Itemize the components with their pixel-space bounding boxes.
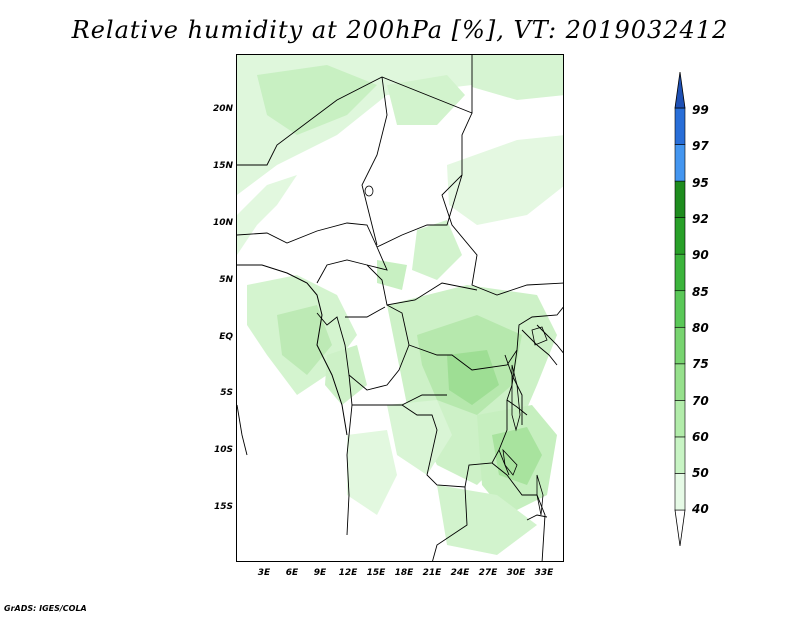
colorbar-segment-90: [674, 217, 686, 255]
lat-label-15n: 15N: [212, 161, 233, 171]
lon-label-3e: 3E: [257, 568, 271, 578]
lat-label-5n: 5N: [219, 275, 233, 285]
colorbar-segment-75: [674, 326, 686, 365]
lat-label-10s: 10S: [213, 445, 233, 455]
colorbar-segment-85: [674, 253, 686, 292]
colorbar-segment-40: [674, 473, 686, 511]
lon-label-33e: 33E: [534, 568, 554, 578]
colorbar-segment-50: [674, 436, 686, 474]
lon-label-6e: 6E: [285, 568, 299, 578]
colorbar-label-50: 50: [692, 466, 709, 480]
lon-label-24e: 24E: [450, 568, 470, 578]
colorbar-segment-above-max: [674, 71, 686, 109]
lon-label-12e: 12E: [338, 568, 358, 578]
colorbar-segment-70: [674, 363, 686, 401]
colorbar-segment-95: [674, 144, 686, 182]
lon-label-9e: 9E: [313, 568, 327, 578]
map-panel: [236, 54, 564, 562]
colorbar-label-70: 70: [692, 394, 709, 408]
lon-label-18e: 18E: [394, 568, 414, 578]
colorbar: [674, 71, 686, 547]
colorbar-segment-92: [674, 180, 686, 218]
colorbar-label-99: 99: [692, 103, 709, 117]
humidity-shading: [237, 55, 563, 555]
colorbar-label-85: 85: [692, 285, 709, 299]
lat-label-5s: 5S: [220, 388, 233, 398]
colorbar-segment-97: [674, 107, 686, 145]
lat-label-15s: 15S: [213, 502, 233, 512]
colorbar-label-92: 92: [692, 212, 709, 226]
lon-label-27e: 27E: [478, 568, 498, 578]
lat-label-eq: EQ: [219, 332, 233, 342]
colorbar-label-95: 95: [692, 176, 709, 190]
colorbar-segment-80: [674, 290, 686, 328]
lon-label-30e: 30E: [506, 568, 526, 578]
lon-label-15e: 15E: [366, 568, 386, 578]
lake-outlines: [364, 185, 548, 516]
map-title: Relative humidity at 200hPa [%], VT: 201…: [71, 16, 729, 44]
colorbar-segment-60: [674, 400, 686, 438]
lat-label-10n: 10N: [212, 218, 233, 228]
colorbar-label-60: 60: [692, 430, 709, 444]
country-boundaries: [237, 55, 563, 561]
humidity-map: [237, 55, 563, 561]
lat-label-20n: 20N: [212, 104, 233, 114]
colorbar-label-75: 75: [692, 357, 709, 371]
colorbar-label-80: 80: [692, 321, 709, 335]
colorbar-segment-below-min: [674, 509, 686, 547]
colorbar-label-90: 90: [692, 248, 709, 262]
colorbar-label-97: 97: [692, 139, 709, 153]
lon-label-21e: 21E: [422, 568, 442, 578]
colorbar-label-40: 40: [692, 502, 709, 516]
coastline: [237, 264, 348, 436]
footer-credit: GrADS: IGES/COLA: [4, 604, 87, 613]
